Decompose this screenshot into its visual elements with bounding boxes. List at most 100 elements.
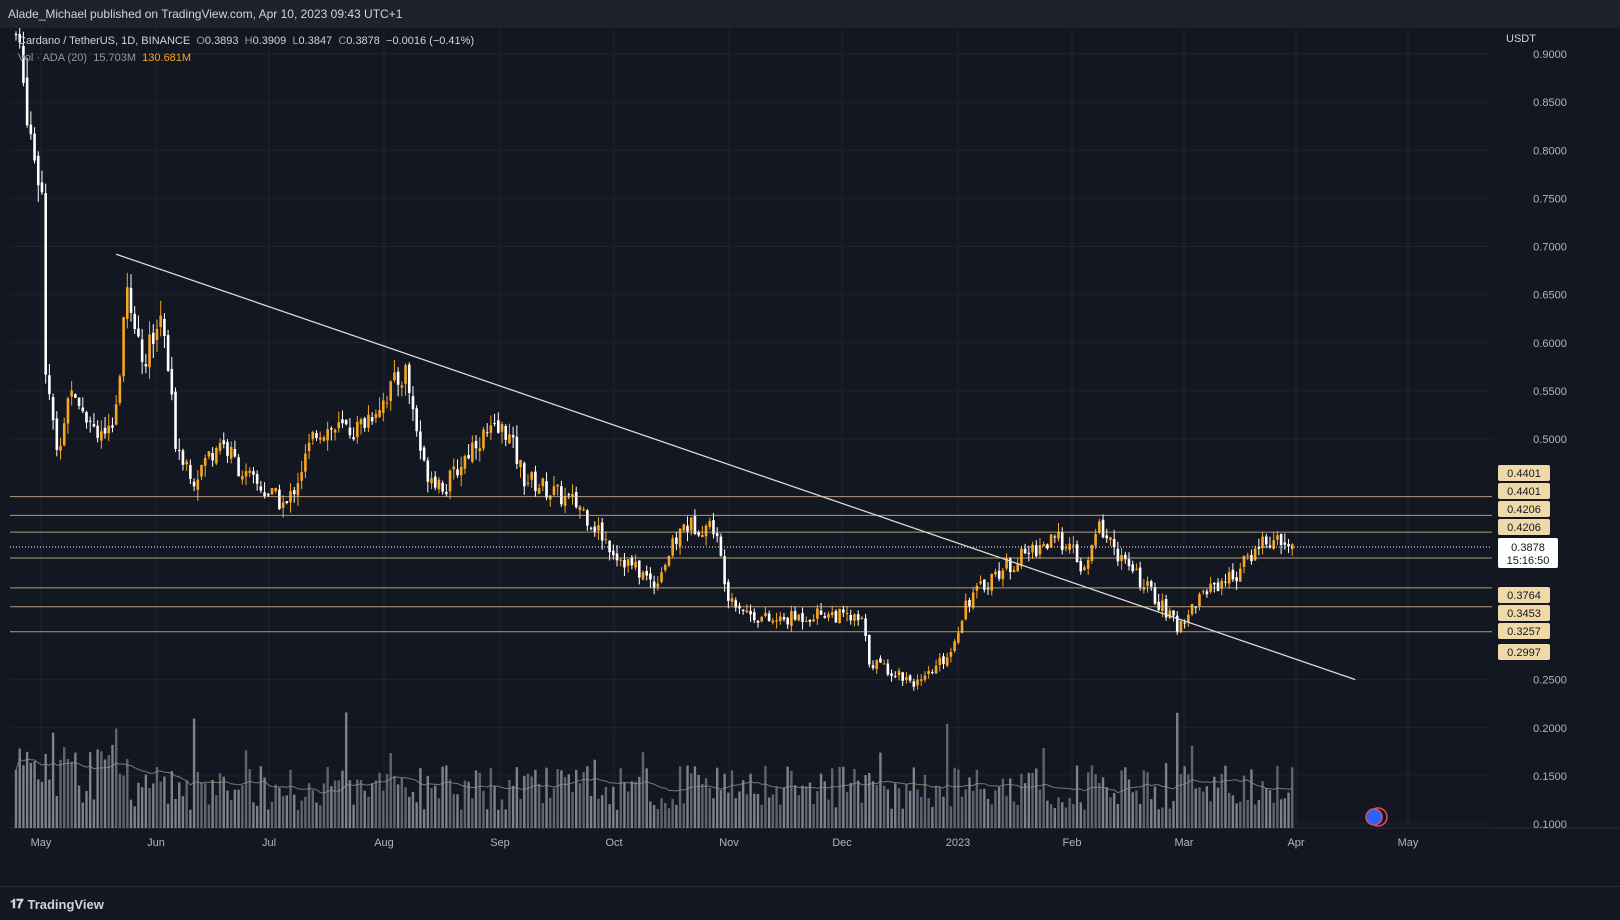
candle-down <box>77 397 81 406</box>
volume-bar <box>1146 772 1149 828</box>
candle-down <box>645 571 648 576</box>
time-tick-label: Mar <box>1175 837 1194 849</box>
volume-bar <box>408 796 411 828</box>
volume-bar <box>1198 787 1201 828</box>
volume-bar <box>975 769 979 828</box>
candle-up <box>775 620 778 622</box>
price-chart[interactable]: 0.9000 0.8500 0.8000 0.7500 0.7000 0.6500 0.60… <box>0 28 1620 886</box>
candle-down <box>192 481 196 487</box>
candle-down <box>33 133 36 161</box>
candle-up <box>704 525 708 537</box>
candle-down <box>630 557 634 566</box>
volume-bar <box>1164 763 1168 828</box>
candle-up <box>300 472 303 481</box>
volume-bar <box>1168 808 1172 828</box>
volume-bar <box>931 806 934 828</box>
volume-bar <box>530 776 533 828</box>
volume-bar <box>430 788 433 828</box>
candle-up <box>626 559 630 566</box>
candle-up <box>979 581 982 584</box>
volume-bar <box>682 803 685 828</box>
candle-down <box>170 368 174 395</box>
candle-down <box>1268 545 1272 548</box>
volume-bar <box>790 770 793 828</box>
volume-bar <box>853 769 856 828</box>
candle-down <box>890 673 893 676</box>
volume-bar <box>964 789 967 828</box>
candle-down <box>593 526 597 532</box>
candles <box>14 28 1294 691</box>
volume-bar <box>222 776 225 828</box>
candle-down <box>426 460 430 482</box>
volume-bar <box>181 796 185 828</box>
volume-bar <box>1072 804 1075 828</box>
candle-up <box>241 476 244 480</box>
candle-up <box>1135 568 1138 570</box>
candle-down <box>14 33 18 36</box>
candle-down <box>834 611 838 623</box>
candle-down <box>871 665 875 668</box>
candle-down <box>344 419 348 425</box>
candle-down <box>1101 519 1105 538</box>
volume-bar <box>255 805 259 828</box>
candle-up <box>62 423 66 446</box>
volume-bar <box>493 785 496 828</box>
candle-up <box>318 437 322 440</box>
volume-bar <box>619 768 622 828</box>
volume-bar <box>1061 802 1064 828</box>
volume-bar <box>482 790 485 828</box>
volume-bar <box>1042 748 1045 828</box>
tradingview-brand[interactable]: 𝟏𝟕 TradingView <box>10 896 104 912</box>
volume-bar <box>575 769 578 828</box>
candle-up <box>671 538 674 556</box>
candle-up <box>114 404 118 425</box>
candle-up <box>563 495 567 506</box>
candle-down <box>1231 569 1235 580</box>
candle-up <box>708 521 712 527</box>
volume-bar <box>1001 778 1005 828</box>
volume-bar <box>1068 798 1071 828</box>
volume-bar <box>85 791 88 828</box>
candle-up <box>1064 547 1068 549</box>
volume-bar <box>267 809 270 828</box>
candle-down <box>1138 567 1142 588</box>
volume-bar <box>226 790 229 828</box>
volume-bar <box>1053 808 1056 828</box>
volume-bar <box>1187 774 1190 828</box>
volume-bar <box>1101 777 1105 828</box>
volume-bar <box>237 789 240 828</box>
volume-bar <box>712 798 715 828</box>
time-tick-label: Apr <box>1287 837 1304 849</box>
footer-bar: 𝟏𝟕 TradingView <box>0 886 1620 920</box>
time-axis[interactable]: May Jun Jul Aug Sep Oct Nov Dec 2023 Feb Mar Apr May <box>31 837 1419 849</box>
candle-up <box>508 434 511 444</box>
candle-down <box>181 450 185 465</box>
candle-down <box>88 420 92 422</box>
volume-bar <box>690 773 693 828</box>
candle-up <box>949 651 953 657</box>
candle-down <box>615 553 619 561</box>
volume-bar <box>304 796 307 828</box>
volume-bar <box>1109 797 1112 828</box>
volume-bar <box>293 794 296 828</box>
volume-bar <box>534 769 537 828</box>
price-axis[interactable]: 0.9000 0.8500 0.8000 0.7500 0.7000 0.6500 0.60… <box>1498 33 1567 831</box>
volume-bar <box>296 809 300 828</box>
candle-down <box>137 328 140 337</box>
volume-bar <box>882 785 886 828</box>
volume-bar <box>437 798 441 828</box>
volume-bar <box>586 766 589 828</box>
candle-up <box>185 461 188 465</box>
candle-up <box>359 419 363 425</box>
volume-bar <box>1246 799 1249 828</box>
volume-bar <box>148 788 151 828</box>
volume-bar <box>18 748 21 828</box>
volume-bar <box>767 797 771 828</box>
candle-down <box>222 440 226 445</box>
trendline[interactable] <box>115 253 1356 681</box>
candle-up <box>548 495 552 500</box>
candle-up <box>385 402 389 404</box>
candle-down <box>285 501 289 503</box>
candle-up <box>689 517 693 531</box>
candle-up <box>1012 570 1016 573</box>
